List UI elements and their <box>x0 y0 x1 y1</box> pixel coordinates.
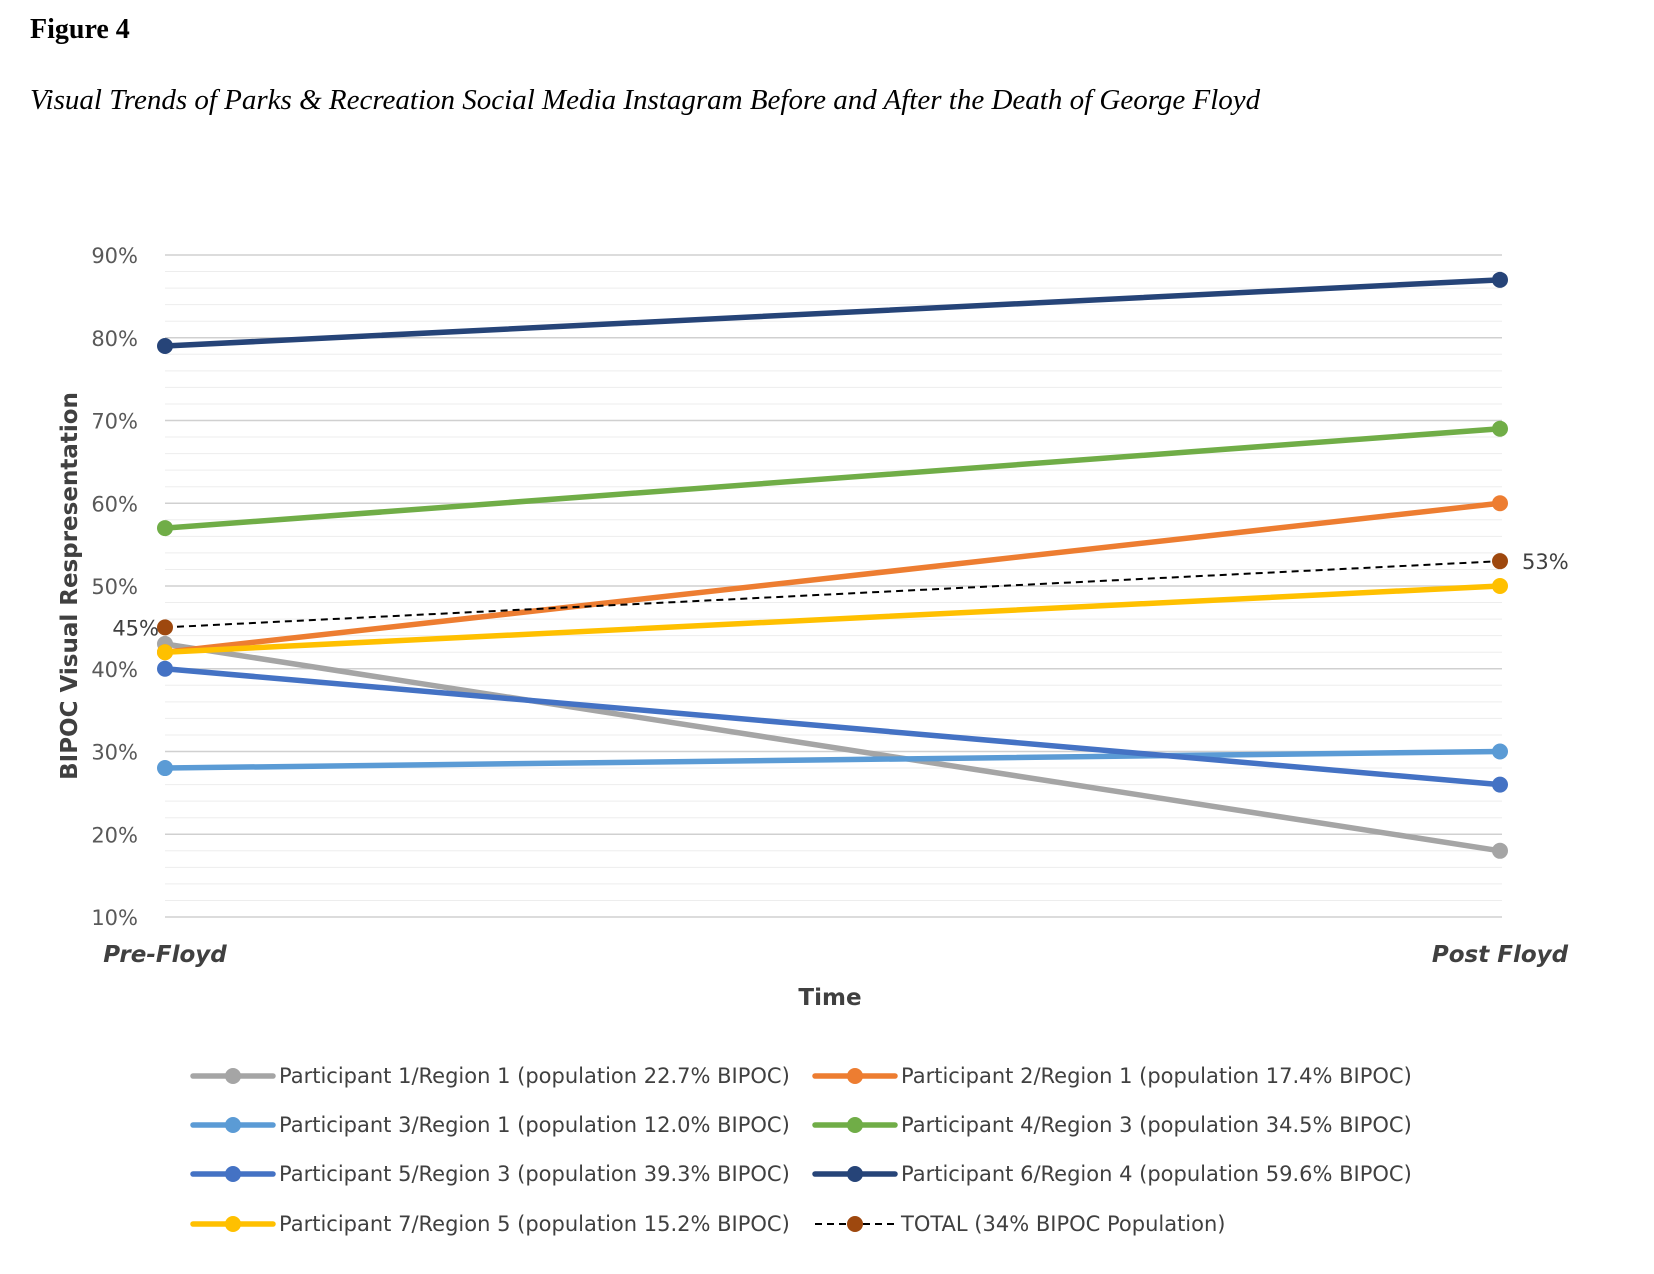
legend-swatch-marker <box>847 1068 863 1084</box>
legend-entry: Participant 1/Region 1 (population 22.7%… <box>279 1064 790 1088</box>
series-marker-8 <box>1492 553 1508 570</box>
series-line-4 <box>162 426 1503 531</box>
legend-entry: TOTAL (34% BIPOC Population) <box>900 1212 1226 1236</box>
legend-entry: Participant 2/Region 1 (population 17.4%… <box>901 1064 1412 1088</box>
data-label: 53% <box>1522 550 1569 574</box>
legend-swatch-marker <box>847 1216 863 1232</box>
y-tick-label: 50% <box>91 575 138 599</box>
series-line-1 <box>162 641 1503 854</box>
legend-swatch-marker <box>847 1117 863 1133</box>
series-line-3 <box>162 748 1503 771</box>
series-line-8 <box>164 560 1501 629</box>
series-marker-6 <box>157 338 173 355</box>
series-marker-3 <box>1492 743 1508 760</box>
series-line-5 <box>162 666 1503 788</box>
series-marker-4 <box>157 520 173 537</box>
series-line-2 <box>162 500 1503 655</box>
y-tick-label: 70% <box>91 410 138 434</box>
data-label: 45% <box>112 616 159 640</box>
series-marker-4 <box>1492 420 1508 437</box>
legend-entry: Participant 5/Region 3 (population 39.3%… <box>279 1162 790 1186</box>
series-marker-1 <box>1492 842 1508 859</box>
legend-entry: Participant 3/Region 1 (population 12.0%… <box>279 1113 790 1137</box>
legend-swatch-marker <box>225 1068 241 1084</box>
x-axis-title: Time <box>798 985 861 1011</box>
y-tick-label: 80% <box>91 327 138 351</box>
series-line-6 <box>162 277 1503 349</box>
y-tick-label: 10% <box>91 906 138 930</box>
legend-swatch-marker <box>847 1166 863 1182</box>
legend-swatch-marker <box>225 1117 241 1133</box>
legend-entry: Participant 6/Region 4 (population 59.6%… <box>901 1162 1412 1186</box>
legend-swatch-marker <box>225 1166 241 1182</box>
figure-label: Figure 4 <box>30 14 130 45</box>
y-tick-label: 20% <box>91 823 138 847</box>
y-axis-title: BIPOC Visual Respresentation <box>57 392 83 780</box>
series-marker-8 <box>157 619 173 636</box>
legend-swatch-marker <box>225 1216 241 1232</box>
legend-entry: Participant 7/Region 5 (population 15.2%… <box>279 1212 790 1236</box>
series-line-7 <box>162 583 1503 655</box>
series-marker-5 <box>1492 776 1508 793</box>
series-marker-5 <box>157 660 173 677</box>
series-marker-6 <box>1492 271 1508 288</box>
series-marker-7 <box>157 644 173 661</box>
x-category-label: Pre-Floyd <box>103 942 227 968</box>
y-tick-label: 60% <box>91 492 138 516</box>
figure-title: Visual Trends of Parks & Recreation Soci… <box>30 84 1261 116</box>
y-tick-label: 90% <box>91 244 138 268</box>
x-category-label: Post Floyd <box>1432 942 1569 968</box>
series-marker-7 <box>1492 578 1508 594</box>
series-marker-2 <box>1492 495 1508 512</box>
y-tick-label: 40% <box>91 658 138 682</box>
series-marker-3 <box>157 760 173 777</box>
y-tick-label: 30% <box>91 741 138 765</box>
legend-entry: Participant 4/Region 3 (population 34.5%… <box>901 1113 1412 1137</box>
